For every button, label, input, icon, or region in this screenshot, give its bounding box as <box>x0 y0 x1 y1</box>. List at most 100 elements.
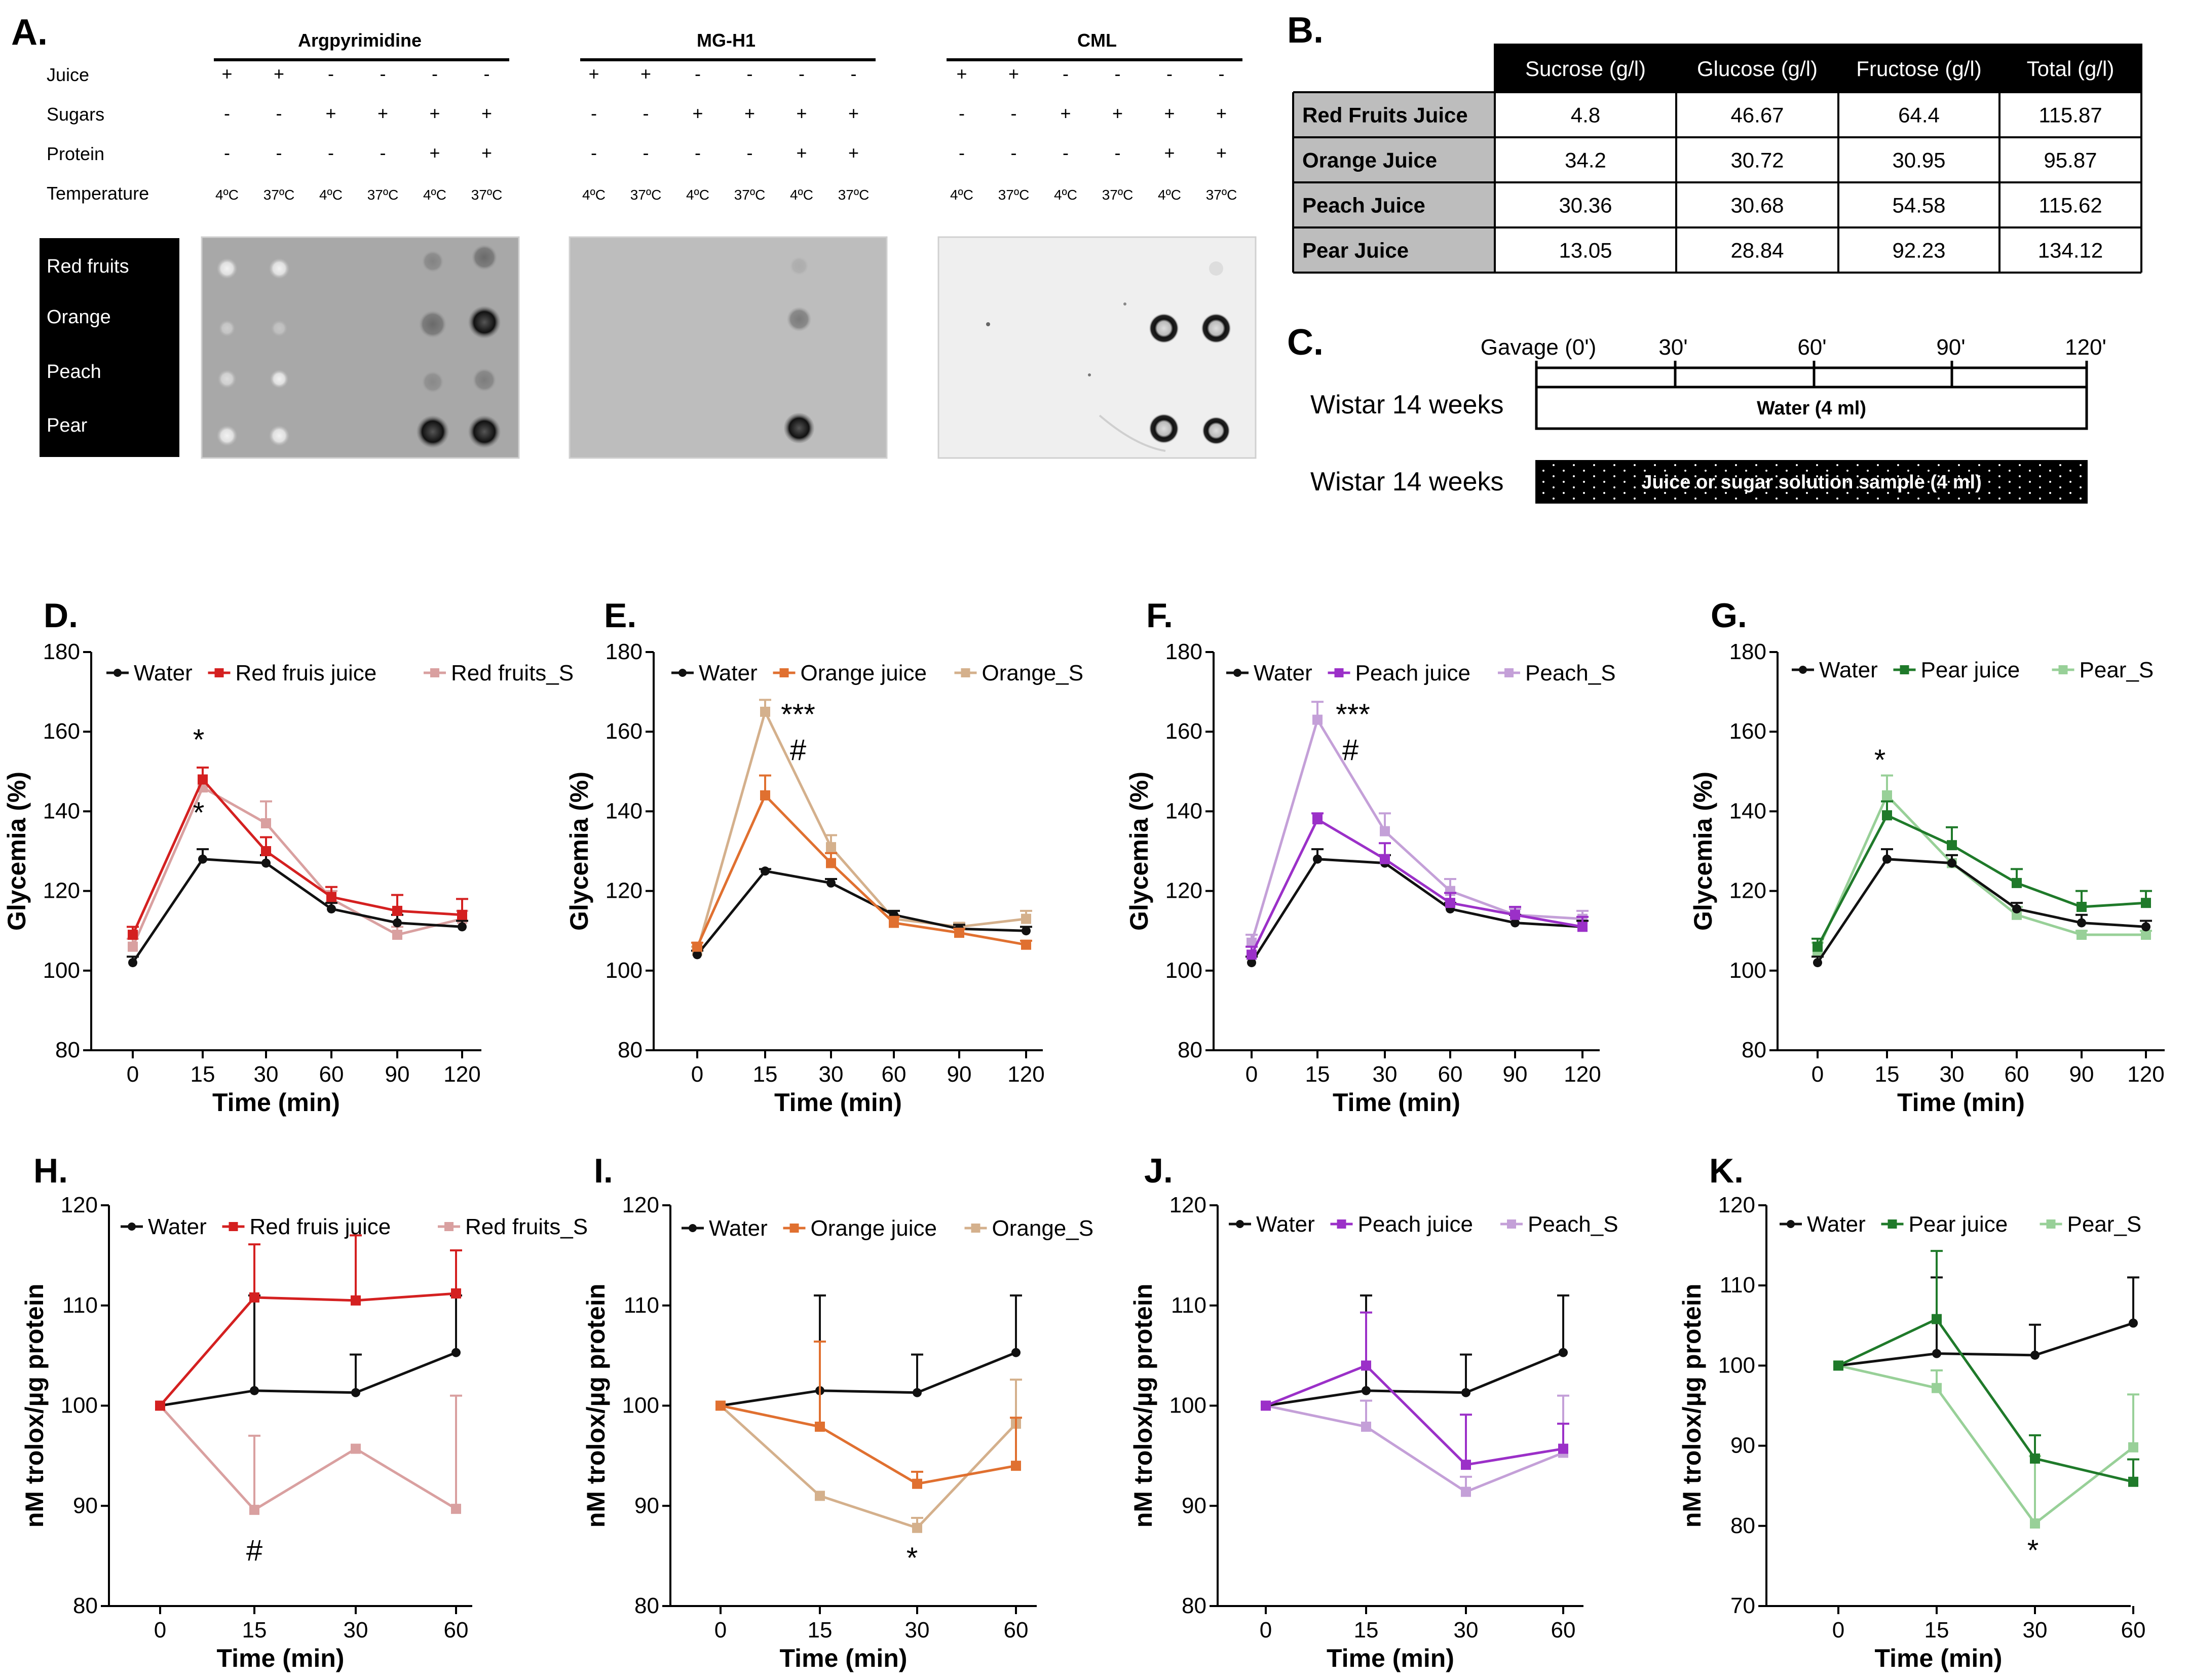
series-line <box>720 1404 1016 1485</box>
x-tick-label: 0 <box>1260 1618 1272 1643</box>
blot-sugars-cell: - <box>1011 103 1017 124</box>
y-tick-label: 160 <box>43 719 80 744</box>
significance-mark: # <box>246 1534 262 1567</box>
data-point <box>393 918 402 928</box>
blot-temperature-cell: 37ºC <box>471 187 503 203</box>
x-tick-label: 30 <box>1373 1062 1398 1087</box>
data-point <box>1362 1386 1371 1395</box>
blot-protein-cell: - <box>328 142 334 163</box>
blot-juice-cell: - <box>1166 63 1173 84</box>
table-header-cell: Sucrose (g/l) <box>1525 57 1646 81</box>
series-line <box>131 777 463 936</box>
blot-sugars-cell: + <box>378 103 388 124</box>
y-tick-label: 120 <box>61 1193 98 1217</box>
data-point <box>1021 939 1031 950</box>
x-axis-label: Time (min) <box>1875 1644 2003 1672</box>
data-point <box>1445 898 1455 908</box>
x-tick-label: 60 <box>1004 1618 1029 1643</box>
data-point <box>2128 1476 2138 1487</box>
data-point <box>1313 854 1322 864</box>
data-point <box>1511 918 1520 928</box>
blot-juice-cell: - <box>1063 63 1069 84</box>
legend-label: Water <box>1254 661 1312 685</box>
legend: Water Peach juice Peach_S <box>1226 661 1616 685</box>
data-point <box>1882 810 1892 821</box>
table-header-cell: Glucose (g/l) <box>1697 57 1818 81</box>
data-point <box>2141 898 2151 908</box>
series-line <box>696 708 1027 951</box>
table-cell: 64.4 <box>1898 103 1940 127</box>
panel-letter-e: E. <box>604 596 636 635</box>
blot-argpyrimidine-dots <box>217 244 501 448</box>
blot-juice-cell: - <box>747 63 753 84</box>
blot-sugars-cell: + <box>1164 103 1175 124</box>
legend: Water Orange juice Orange_S <box>671 661 1083 685</box>
legend-label: Pear_S <box>2067 1212 2142 1237</box>
series-water <box>127 848 468 968</box>
data-point <box>2077 918 2086 928</box>
blot-temperature-cell: 4ºC <box>1158 187 1181 203</box>
table-row-label: Pear Juice <box>1302 239 1409 262</box>
data-point <box>760 790 770 800</box>
data-point <box>1932 1349 1941 1358</box>
line-charts: D. 80 100 120 140 160 180 0 15 30 60 90 120 Time (min… <box>3 596 2165 1672</box>
data-point <box>815 1491 825 1501</box>
x-tick-label: 30 <box>905 1618 930 1643</box>
blot-temperature-cell: 37ºC <box>998 187 1030 203</box>
data-point <box>1882 790 1892 800</box>
series-line <box>720 1404 1017 1530</box>
table-cell: 28.84 <box>1730 239 1784 262</box>
legend: Water Peach juice Peach_S <box>1229 1212 1618 1237</box>
blot-protein-cell: + <box>429 142 440 163</box>
y-tick-label: 120 <box>43 879 80 903</box>
y-tick-label: 80 <box>1178 1038 1202 1062</box>
data-point <box>351 1295 361 1306</box>
legend-label: Peach juice <box>1358 1212 1473 1237</box>
x-tick-label: 15 <box>191 1062 215 1087</box>
blot-mgh1 <box>569 236 888 459</box>
series-water <box>716 1294 1022 1410</box>
table-cell: 115.87 <box>2039 103 2102 127</box>
legend: Water Red fruis juice Red fruits_S <box>106 661 574 685</box>
significance-mark: * <box>193 796 205 829</box>
protocol-tick-90: 90' <box>1936 335 1965 360</box>
blot-juice-cell: + <box>956 63 967 84</box>
data-point <box>761 866 770 876</box>
blot-title-argpyrimidine: Argpyrimidine <box>298 30 422 51</box>
legend-marker <box>779 668 789 677</box>
data-point <box>826 878 836 888</box>
series-line <box>696 869 1027 956</box>
y-axis-label: Glycemia (%) <box>1125 772 1153 931</box>
series-water <box>1246 848 1589 968</box>
series-water <box>1261 1294 1569 1410</box>
legend-label: Orange_S <box>992 1216 1094 1241</box>
data-point <box>1011 1348 1021 1357</box>
data-point <box>1312 714 1323 725</box>
data-point <box>1021 913 1031 924</box>
blot-juice-cell: - <box>484 63 490 84</box>
data-point <box>2012 877 2022 888</box>
y-tick-label: 70 <box>1730 1593 1755 1618</box>
data-point <box>1247 937 1257 948</box>
y-axis-label: Glycemia (%) <box>565 772 593 931</box>
blot-protein-cell: + <box>481 142 492 163</box>
series-red-fruis-juice <box>155 1234 462 1411</box>
y-tick-label: 120 <box>1169 1193 1206 1217</box>
x-tick-label: 15 <box>1924 1618 1949 1643</box>
blot-sugars-cell: + <box>481 103 492 124</box>
blot-protein-cell: + <box>848 142 859 163</box>
sample-label-red-fruits: Red fruits <box>47 256 129 277</box>
blot-juice-cell: + <box>274 63 284 84</box>
data-point <box>261 846 271 856</box>
blot-temperature-cell: 37ºC <box>367 187 399 203</box>
series-line <box>1838 1364 2134 1525</box>
data-point <box>155 1400 165 1411</box>
legend-marker <box>2058 665 2068 674</box>
chart-g: G. 80 100 120 140 160 180 0 15 30 60 90 120 Time (min… <box>1689 596 2165 1117</box>
x-tick-label: 0 <box>1832 1618 1844 1643</box>
legend-marker <box>1504 668 1514 677</box>
table-header-cell: Total (g/l) <box>2027 57 2115 81</box>
legend-label: Water <box>1807 1212 1866 1237</box>
blot-protein-cell: + <box>1164 142 1175 163</box>
protocol-sample-bar-label: Juice or sugar solution sample (4 ml) <box>1641 472 1982 493</box>
